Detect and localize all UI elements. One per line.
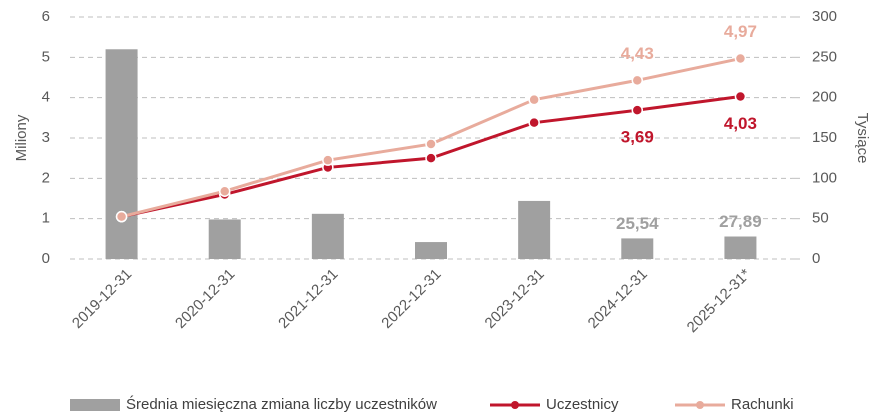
- bar: [621, 238, 654, 259]
- point: [115, 210, 128, 223]
- y-tick-label: 2: [42, 169, 50, 186]
- point: [528, 116, 540, 129]
- data-label: 4,03: [724, 114, 757, 133]
- bar: [415, 242, 447, 259]
- point: [631, 74, 644, 87]
- y2-tick-label: 100: [812, 169, 837, 186]
- y-tick-label: 1: [42, 210, 50, 227]
- legend-swatch: [696, 401, 704, 409]
- y-tick-label: 0: [42, 250, 50, 267]
- x-tick-label: 2019-12-31: [69, 266, 135, 332]
- x-tick-label: 2021-12-31: [275, 266, 341, 332]
- y2-tick-label: 0: [812, 250, 820, 267]
- x-tick-label: 2025-12-31*: [684, 266, 755, 337]
- point: [425, 138, 437, 150]
- point: [322, 154, 334, 166]
- y-tick-label: 5: [42, 48, 50, 65]
- x-tick-label: 2023-12-31: [481, 266, 547, 332]
- y2-tick-label: 300: [812, 8, 837, 25]
- y-tick-label: 3: [42, 129, 50, 146]
- legend-swatch: [70, 399, 120, 411]
- data-label: 3,69: [621, 128, 654, 147]
- legend-label: Rachunki: [731, 396, 794, 413]
- data-label: 4,43: [621, 44, 654, 63]
- legend-swatch: [511, 401, 519, 409]
- data-label: 25,54: [616, 214, 659, 233]
- y2-tick-label: 50: [812, 210, 829, 227]
- legend-label: Uczestnicy: [546, 396, 619, 413]
- y2-tick-label: 200: [812, 89, 837, 106]
- legend-label: Średnia miesięczna zmiana liczby uczestn…: [126, 395, 437, 413]
- point: [631, 104, 644, 116]
- bar: [518, 200, 551, 259]
- bar: [724, 236, 757, 259]
- point: [734, 52, 747, 65]
- bar: [208, 219, 241, 259]
- y-tick-label: 4: [42, 89, 50, 106]
- y-axis-label: Miliony: [13, 114, 30, 161]
- point: [734, 90, 747, 103]
- point: [425, 152, 437, 164]
- x-tick-label: 2024-12-31: [585, 266, 651, 332]
- y2-tick-label: 250: [812, 48, 837, 65]
- data-label: 4,97: [724, 22, 757, 41]
- bar: [311, 213, 344, 259]
- x-tick-label: 2022-12-31: [378, 266, 444, 332]
- y-tick-label: 6: [42, 8, 50, 25]
- y2-tick-label: 150: [812, 129, 837, 146]
- y2-axis-label: Tysiące: [854, 113, 871, 164]
- x-tick-label: 2020-12-31: [172, 266, 238, 332]
- bar: [105, 49, 138, 260]
- point: [218, 185, 231, 197]
- data-label: 27,89: [719, 212, 762, 231]
- point: [528, 93, 540, 106]
